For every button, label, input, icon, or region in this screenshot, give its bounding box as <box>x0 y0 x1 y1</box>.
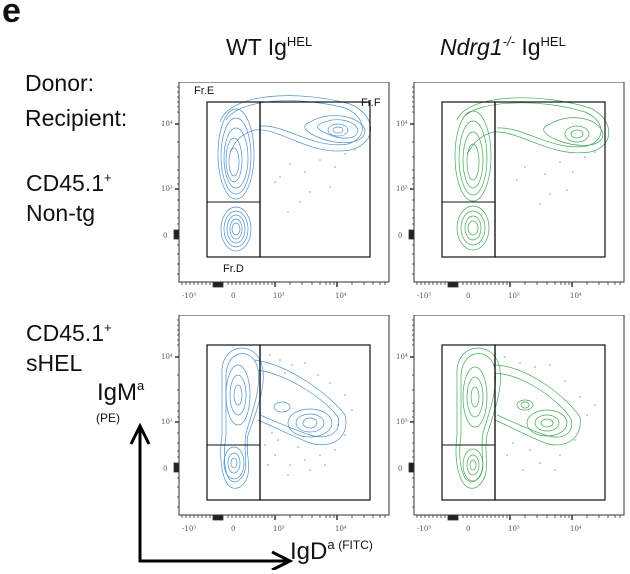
svg-text:-10³: -10³ <box>182 292 196 300</box>
column-title-sup: HEL <box>540 34 566 49</box>
svg-text:10³: 10³ <box>508 292 520 300</box>
row-label-sup: + <box>103 320 112 335</box>
y-tick-label: 10⁴ <box>161 120 173 128</box>
svg-text:10³: 10³ <box>161 418 173 426</box>
svg-text:0: 0 <box>398 232 402 240</box>
gene-sup: -/- <box>502 34 515 49</box>
row-label-line1: CD45.1 <box>26 320 104 346</box>
svg-text:10⁴: 10⁴ <box>335 525 347 533</box>
x-axis-label: IgDa (FITC) <box>290 537 373 566</box>
column-title-text: Ig <box>514 34 541 60</box>
y-axis-label-sup: a <box>137 378 145 393</box>
gate-label-fr-f: Fr.F <box>361 97 381 109</box>
svg-text:0: 0 <box>466 525 470 533</box>
row-label-line2: Non-tg <box>26 200 96 226</box>
svg-text:10⁴: 10⁴ <box>396 353 408 361</box>
svg-text:10⁴: 10⁴ <box>570 525 582 533</box>
row-label-sup: + <box>103 170 112 185</box>
svg-text:0: 0 <box>398 465 402 473</box>
donor-label: Donor: <box>25 70 95 96</box>
plot-wt-shel: 10⁴ 10³ 0 -10³ 0 10³ 10⁴ <box>160 315 390 540</box>
gene-name: Ndrg1 <box>440 34 503 60</box>
x-axis-label-text: IgD <box>290 538 328 565</box>
plot-wt-nontg: 10⁴ 10³ 0 -10³ 0 10³ 10⁴ Fr <box>160 82 390 307</box>
recipient-label: Recipient: <box>25 105 128 131</box>
svg-text:-10³: -10³ <box>182 525 196 533</box>
plot-ndrg1-shel: 10⁴ 10³ 0 -10³ 0 10³ 10⁴ <box>395 315 625 540</box>
panel-letter: e <box>2 0 21 30</box>
svg-text:0: 0 <box>231 292 235 300</box>
row-label-shel: CD45.1+ sHEL <box>26 313 112 378</box>
x-axis-label-sup: a <box>327 537 335 552</box>
svg-text:10³: 10³ <box>273 292 285 300</box>
plot-ndrg1-nontg: 10⁴ 10³ 0 -10³ 0 10³ 10⁴ <box>395 82 625 307</box>
svg-text:0: 0 <box>466 292 470 300</box>
gate-label-fr-d: Fr.D <box>223 263 244 275</box>
svg-text:10⁴: 10⁴ <box>161 353 173 361</box>
svg-text:10³: 10³ <box>396 185 408 193</box>
svg-text:0: 0 <box>163 465 167 473</box>
row-label-line2: sHEL <box>26 350 83 376</box>
y-tick-label: 0 <box>163 232 167 240</box>
x-axis-sublabel: (FITC) <box>338 538 373 552</box>
svg-text:10⁴: 10⁴ <box>335 292 347 300</box>
svg-text:10³: 10³ <box>396 418 408 426</box>
y-axis-label-text: IgM <box>97 379 138 406</box>
svg-text:10³: 10³ <box>508 525 520 533</box>
gate-label-fr-e: Fr.E <box>194 85 214 97</box>
column-title-text: WT Ig <box>226 34 287 60</box>
svg-text:10³: 10³ <box>273 525 285 533</box>
svg-text:0: 0 <box>231 525 235 533</box>
svg-text:10⁴: 10⁴ <box>396 120 408 128</box>
row-label-line1: CD45.1 <box>26 170 104 196</box>
svg-text:10⁴: 10⁴ <box>570 292 582 300</box>
row-label-non-tg: CD45.1+ Non-tg <box>26 163 112 228</box>
axis-arrows <box>129 422 294 570</box>
svg-text:-10³: -10³ <box>417 292 431 300</box>
column-title-ndrg1: Ndrg1-/- IgHEL <box>440 34 566 61</box>
column-title-wt: WT IgHEL <box>226 34 312 61</box>
y-tick-label: 10³ <box>161 185 173 193</box>
y-axis-label: IgMa <box>97 378 144 407</box>
column-title-sup: HEL <box>286 34 313 49</box>
y-axis-sublabel: (PE) <box>96 411 120 425</box>
svg-text:-10³: -10³ <box>417 525 431 533</box>
